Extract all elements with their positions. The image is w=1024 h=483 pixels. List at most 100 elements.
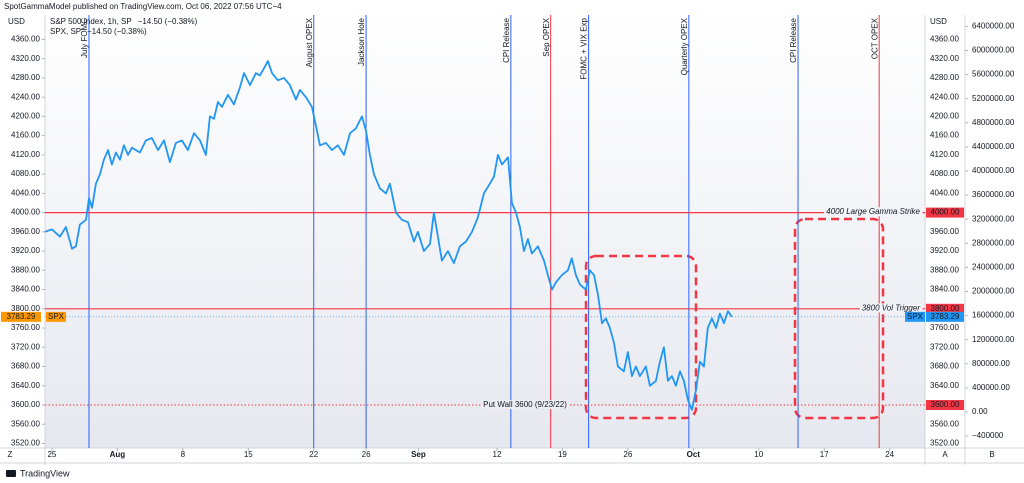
level-label: 3800 Vol Trigger <box>862 303 921 312</box>
symbol-tag <box>46 311 66 322</box>
event-label: OCT OPEX <box>870 17 879 59</box>
y-tick-label: 4120.00 <box>11 150 40 159</box>
y2-tick-label: 5600000.00 <box>972 70 1015 79</box>
level-label: 4000 Large Gamma Strike <box>826 207 920 216</box>
y2-tick-label: 5200000.00 <box>972 94 1015 103</box>
y-tick-label: 3960.00 <box>930 227 959 236</box>
y-tick-label: 3920.00 <box>11 246 40 255</box>
symbol-tag-label: SPX <box>48 312 65 321</box>
y-tick-label: 4040.00 <box>11 188 40 197</box>
symbol-tag-label: SPX <box>907 312 924 321</box>
label-bg <box>481 400 570 410</box>
corner-label: B <box>989 450 994 459</box>
y-tick-label: 3840.00 <box>930 285 959 294</box>
y-tick-label: 4120.00 <box>930 150 959 159</box>
y2-tick-label: 6000000.00 <box>972 46 1015 55</box>
y-tick-label: 4200.00 <box>930 112 959 121</box>
y2-tick-label: 1200000.00 <box>972 335 1015 344</box>
y2-tick-label: 2000000.00 <box>972 287 1015 296</box>
legend-change: −14.50 (−0.38%) <box>87 27 147 36</box>
legend-label: SPX, SP <box>50 27 81 36</box>
price-tag-label: 3783.29 <box>931 312 960 321</box>
chart-layer: 3520.00 3520.00 3560.00 3560.00 3600.00 3600.… <box>1 15 1015 459</box>
y-tick-label: 4160.00 <box>930 131 959 140</box>
y2-tick-label: 3600000.00 <box>972 190 1015 199</box>
label-bg <box>859 303 923 313</box>
y-tick-label: 3800.00 <box>11 304 40 313</box>
y-unit: USD <box>930 17 947 26</box>
x-tick-label: 24 <box>885 450 894 459</box>
y-tick-label: 4080.00 <box>11 169 40 178</box>
event-label: CPI Release <box>789 17 798 62</box>
price-tag <box>1 311 41 322</box>
y-tick-label: 4320.00 <box>930 54 959 63</box>
y2-tick-label: 2400000.00 <box>972 263 1015 272</box>
y-tick-label: 4000.00 <box>11 208 40 217</box>
y2-tick-label: −400000 <box>972 431 1004 440</box>
y-tick-label: 3640.00 <box>11 381 40 390</box>
x-tick-label: Oct <box>687 450 701 459</box>
annotation-box <box>584 254 698 420</box>
x-tick-label: 12 <box>493 450 502 459</box>
y2-tick-label: 1600000.00 <box>972 311 1015 320</box>
price-tag-label: 4000.00 <box>931 208 960 217</box>
event-label: FOMC + VIX Exp <box>580 17 589 79</box>
x-tick-label: 10 <box>754 450 763 459</box>
y2-tick-label: 4400000.00 <box>972 142 1015 151</box>
price-tag <box>926 303 964 314</box>
y-tick-label: 4240.00 <box>930 92 959 101</box>
header: SpotGammaModel published on TradingView.… <box>4 2 282 11</box>
brand: TradingView <box>20 468 70 478</box>
y-tick-label: 3520.00 <box>930 439 959 448</box>
y2-tick-label: 3200000.00 <box>972 214 1015 223</box>
y-tick-label: 4360.00 <box>930 35 959 44</box>
corner-label: Z <box>8 450 13 459</box>
x-tick-label: 22 <box>309 450 318 459</box>
y-tick-label: 3720.00 <box>930 342 959 351</box>
y-tick-label: 4280.00 <box>11 73 40 82</box>
price-tag-label: 3783.29 <box>7 312 36 321</box>
y-tick-label: 3960.00 <box>11 227 40 236</box>
legend-label: S&P 500 Index, 1h, SP <box>50 17 132 26</box>
price-line <box>44 60 733 411</box>
annotation-box <box>793 217 885 420</box>
price-tag <box>926 207 964 218</box>
y2-tick-label: 400000.00 <box>972 383 1010 392</box>
price-tag <box>926 311 964 322</box>
y-tick-label: 3600.00 <box>11 400 40 409</box>
y-tick-label: 3760.00 <box>11 323 40 332</box>
y2-tick-label: 6400000.00 <box>972 22 1015 31</box>
brand-logo <box>6 470 16 477</box>
y-tick-label: 3640.00 <box>930 381 959 390</box>
label-bg <box>824 207 923 217</box>
y-tick-label: 4360.00 <box>11 35 40 44</box>
x-tick-label: 26 <box>362 450 371 459</box>
x-tick-label: 15 <box>244 450 253 459</box>
price-tag <box>926 399 964 410</box>
legend-change: −14.50 (−0.38%) <box>138 17 198 26</box>
y-tick-label: 3680.00 <box>11 362 40 371</box>
y-tick-label: 4160.00 <box>11 131 40 140</box>
plot-area <box>45 15 925 448</box>
event-label: August OPEX <box>305 17 314 67</box>
y2-tick-label: 800000.00 <box>972 359 1010 368</box>
y-tick-label: 3560.00 <box>11 419 40 428</box>
x-tick-label: 19 <box>558 450 567 459</box>
y2-tick-label: 4800000.00 <box>972 118 1015 127</box>
y-tick-label: 3560.00 <box>930 419 959 428</box>
y2-tick-label: 4000000.00 <box>972 166 1015 175</box>
symbol-tag <box>905 311 925 322</box>
corner-label: A <box>942 450 948 459</box>
x-tick-label: 17 <box>820 450 829 459</box>
x-tick-label: Sep <box>411 450 426 459</box>
event-label: July FOMC <box>80 18 89 58</box>
y-tick-label: 3520.00 <box>11 439 40 448</box>
y-tick-label: 4200.00 <box>11 112 40 121</box>
y-tick-label: 3840.00 <box>11 285 40 294</box>
level-label: Put Wall 3600 (9/23/22) <box>483 400 567 409</box>
price-tag-label: 3800.00 <box>931 304 960 313</box>
y-tick-label: 3880.00 <box>930 265 959 274</box>
y-tick-label: 3720.00 <box>11 342 40 351</box>
event-label: Sep OPEX <box>542 17 551 56</box>
